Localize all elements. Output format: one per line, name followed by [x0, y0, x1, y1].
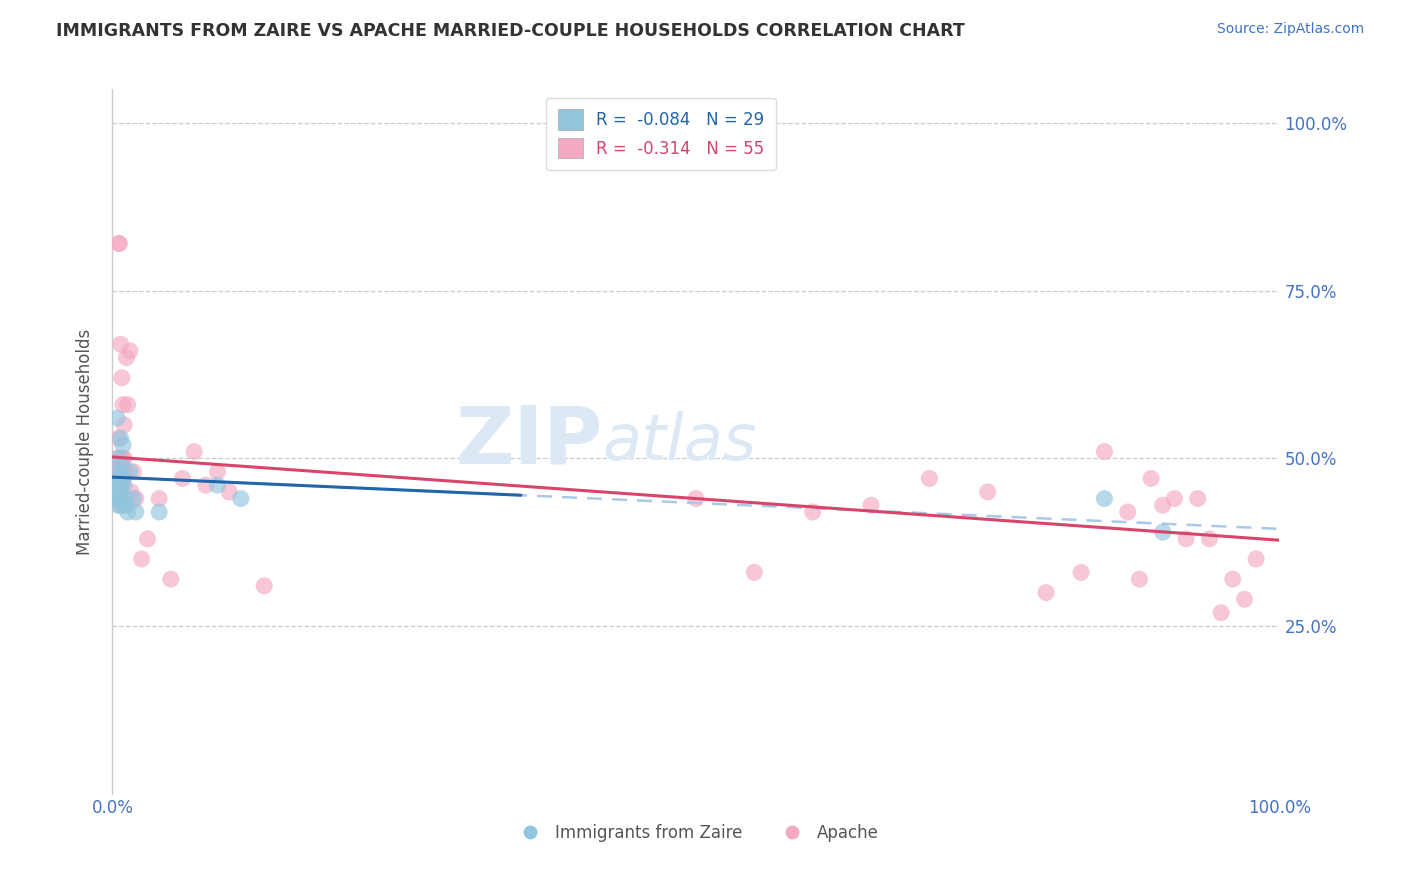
Point — [918, 471, 941, 485]
Point — [194, 478, 217, 492]
Point — [117, 505, 139, 519]
Point — [207, 465, 229, 479]
Point — [1128, 572, 1150, 586]
Point — [160, 572, 183, 586]
Point — [111, 471, 134, 485]
Point — [136, 532, 159, 546]
Point — [115, 351, 138, 365]
Point — [112, 478, 135, 492]
Point — [183, 444, 205, 458]
Point — [111, 498, 134, 512]
Point — [801, 505, 824, 519]
Point — [744, 566, 766, 580]
Point — [976, 484, 998, 499]
Point — [118, 465, 141, 479]
Point — [110, 491, 132, 506]
Legend: Immigrants from Zaire, Apache: Immigrants from Zaire, Apache — [506, 818, 886, 849]
Point — [148, 505, 170, 519]
Point — [107, 465, 129, 479]
Point — [111, 478, 134, 492]
Point — [111, 458, 134, 472]
Point — [104, 491, 127, 506]
Point — [1163, 491, 1185, 506]
Point — [1070, 566, 1092, 580]
Point — [1152, 525, 1174, 540]
Point — [1187, 491, 1209, 506]
Point — [110, 478, 132, 492]
Point — [108, 471, 131, 485]
Point — [685, 491, 707, 506]
Point — [117, 398, 139, 412]
Point — [105, 478, 128, 492]
Point — [108, 491, 131, 506]
Text: Source: ZipAtlas.com: Source: ZipAtlas.com — [1216, 22, 1364, 37]
Point — [110, 498, 132, 512]
Text: IMMIGRANTS FROM ZAIRE VS APACHE MARRIED-COUPLE HOUSEHOLDS CORRELATION CHART: IMMIGRANTS FROM ZAIRE VS APACHE MARRIED-… — [56, 22, 965, 40]
Point — [122, 491, 145, 506]
Point — [108, 484, 131, 499]
Point — [107, 498, 129, 512]
Point — [207, 478, 229, 492]
Point — [1198, 532, 1220, 546]
Point — [108, 236, 131, 251]
Point — [104, 451, 127, 466]
Point — [107, 451, 129, 466]
Point — [112, 417, 135, 432]
Point — [253, 579, 276, 593]
Point — [1233, 592, 1256, 607]
Point — [111, 371, 134, 385]
Point — [1222, 572, 1244, 586]
Point — [125, 491, 148, 506]
Text: ZIP: ZIP — [456, 402, 603, 481]
Point — [111, 398, 134, 412]
Point — [108, 465, 131, 479]
Point — [122, 465, 145, 479]
Point — [125, 505, 148, 519]
Point — [1209, 606, 1232, 620]
Point — [1116, 505, 1139, 519]
Point — [120, 484, 142, 499]
Point — [107, 478, 129, 492]
Y-axis label: Married-couple Households: Married-couple Households — [76, 328, 94, 555]
Point — [1152, 498, 1174, 512]
Point — [1140, 471, 1163, 485]
Point — [107, 491, 129, 506]
Point — [131, 552, 153, 566]
Point — [110, 451, 132, 466]
Point — [1244, 552, 1267, 566]
Point — [111, 438, 134, 452]
Point — [229, 491, 252, 506]
Point — [860, 498, 883, 512]
Point — [118, 343, 141, 358]
Point — [1094, 491, 1116, 506]
Point — [218, 484, 240, 499]
Point — [111, 471, 134, 485]
Point — [107, 236, 129, 251]
Point — [110, 431, 132, 445]
Point — [148, 491, 170, 506]
Point — [114, 465, 136, 479]
Point — [1035, 585, 1057, 599]
Point — [105, 465, 128, 479]
Point — [112, 451, 135, 466]
Point — [172, 471, 194, 485]
Point — [1175, 532, 1198, 546]
Text: atlas: atlas — [603, 410, 756, 473]
Point — [115, 498, 138, 512]
Point — [1094, 444, 1116, 458]
Point — [107, 431, 129, 445]
Point — [110, 337, 132, 351]
Point — [114, 491, 136, 506]
Point — [105, 411, 128, 425]
Point — [111, 451, 134, 466]
